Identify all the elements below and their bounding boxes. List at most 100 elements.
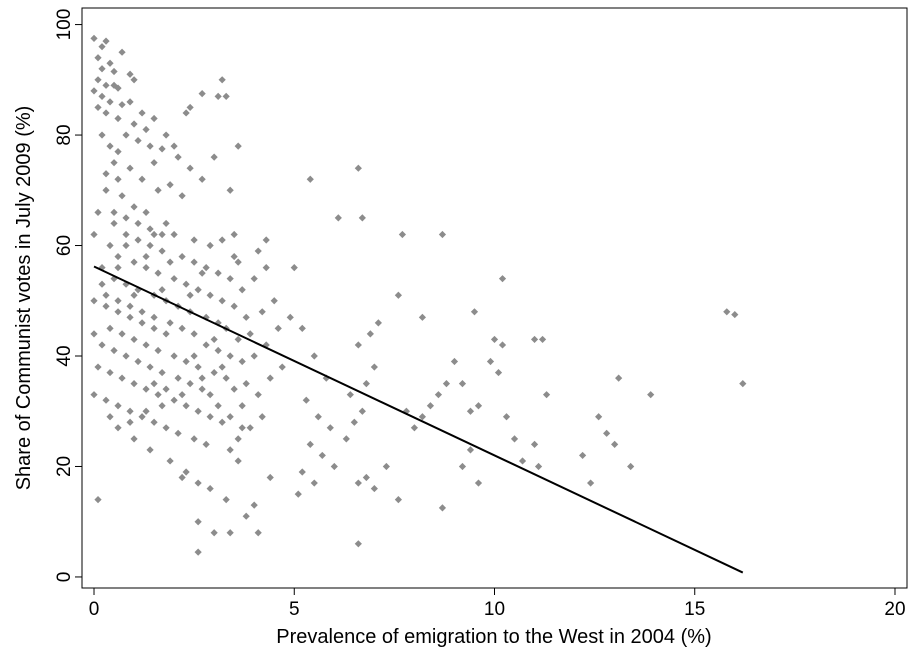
- data-point: [723, 308, 731, 316]
- data-point: [114, 264, 122, 272]
- data-point: [126, 418, 134, 426]
- data-point: [374, 319, 382, 327]
- data-point: [102, 109, 110, 117]
- data-point: [342, 435, 350, 443]
- data-point: [234, 142, 242, 150]
- data-point: [106, 98, 114, 106]
- data-point: [150, 159, 158, 167]
- data-point: [418, 313, 427, 321]
- fit-line-layer: [93, 265, 744, 574]
- data-point: [170, 352, 178, 360]
- data-point: [154, 346, 162, 355]
- data-point: [210, 335, 218, 344]
- data-point: [226, 529, 234, 537]
- data-point: [530, 440, 539, 448]
- data-point: [154, 269, 162, 277]
- data-point: [134, 357, 142, 366]
- data-point: [94, 208, 102, 216]
- data-point: [182, 280, 190, 288]
- data-point: [98, 131, 106, 139]
- data-point: [326, 424, 334, 432]
- data-point: [250, 352, 258, 360]
- data-point: [226, 186, 234, 194]
- data-point: [118, 330, 126, 338]
- data-point: [218, 297, 226, 305]
- data-point: [418, 413, 427, 421]
- data-point: [110, 208, 118, 216]
- x-axis: 0 5 10 15 20: [89, 588, 906, 620]
- data-point: [218, 76, 226, 84]
- data-point: [410, 424, 419, 432]
- data-point: [146, 225, 154, 233]
- data-point: [102, 396, 110, 404]
- y-tick-label: 40: [54, 345, 75, 366]
- data-point: [498, 275, 507, 283]
- data-point: [230, 252, 238, 261]
- data-point: [182, 402, 190, 410]
- data-point: [142, 341, 150, 349]
- data-point: [126, 164, 134, 172]
- data-point: [230, 385, 238, 393]
- data-point: [114, 252, 122, 261]
- data-point: [434, 391, 443, 399]
- data-point: [162, 385, 170, 393]
- data-point: [206, 484, 214, 493]
- data-point: [350, 418, 358, 426]
- data-point: [210, 153, 218, 161]
- data-point: [518, 457, 527, 465]
- data-point: [166, 457, 174, 465]
- data-point: [130, 203, 138, 211]
- data-point: [122, 241, 130, 250]
- data-point: [94, 103, 102, 112]
- points-layer: [90, 34, 747, 556]
- data-point: [134, 136, 142, 145]
- data-point: [138, 175, 146, 183]
- data-point: [214, 319, 222, 327]
- data-point: [262, 341, 270, 349]
- data-point: [194, 479, 202, 487]
- data-point: [218, 363, 226, 371]
- data-point: [130, 258, 138, 266]
- data-point: [262, 264, 270, 272]
- data-point: [206, 413, 214, 421]
- data-point: [358, 214, 366, 222]
- data-point: [222, 374, 230, 382]
- data-point: [90, 297, 98, 305]
- data-point: [242, 380, 250, 388]
- data-point: [166, 319, 174, 327]
- data-point: [118, 192, 126, 200]
- data-point: [190, 352, 198, 360]
- data-point: [470, 308, 479, 316]
- data-point: [458, 380, 467, 388]
- data-point: [370, 363, 378, 371]
- data-point: [262, 236, 270, 244]
- data-point: [214, 402, 222, 410]
- data-point: [194, 407, 202, 415]
- data-point: [627, 462, 635, 471]
- data-point: [158, 402, 166, 410]
- data-point: [530, 335, 539, 344]
- data-point: [358, 407, 366, 415]
- y-tick-label: 20: [54, 456, 75, 477]
- data-point: [198, 90, 206, 98]
- data-point: [102, 291, 110, 299]
- data-point: [194, 363, 202, 371]
- data-point: [362, 380, 370, 388]
- data-point: [174, 374, 182, 382]
- data-point: [290, 264, 298, 272]
- data-point: [114, 424, 122, 432]
- data-point: [110, 346, 118, 355]
- data-point: [538, 335, 547, 344]
- data-point: [182, 109, 190, 117]
- data-point: [98, 280, 106, 288]
- data-point: [258, 413, 266, 421]
- data-point: [150, 313, 158, 321]
- data-point: [94, 496, 102, 504]
- data-point: [182, 468, 190, 476]
- data-point: [615, 374, 623, 382]
- data-point: [102, 81, 110, 89]
- data-point: [114, 297, 122, 305]
- data-point: [90, 87, 98, 95]
- y-axis: 0 20 40 60 80 100: [54, 9, 82, 582]
- data-point: [587, 479, 595, 487]
